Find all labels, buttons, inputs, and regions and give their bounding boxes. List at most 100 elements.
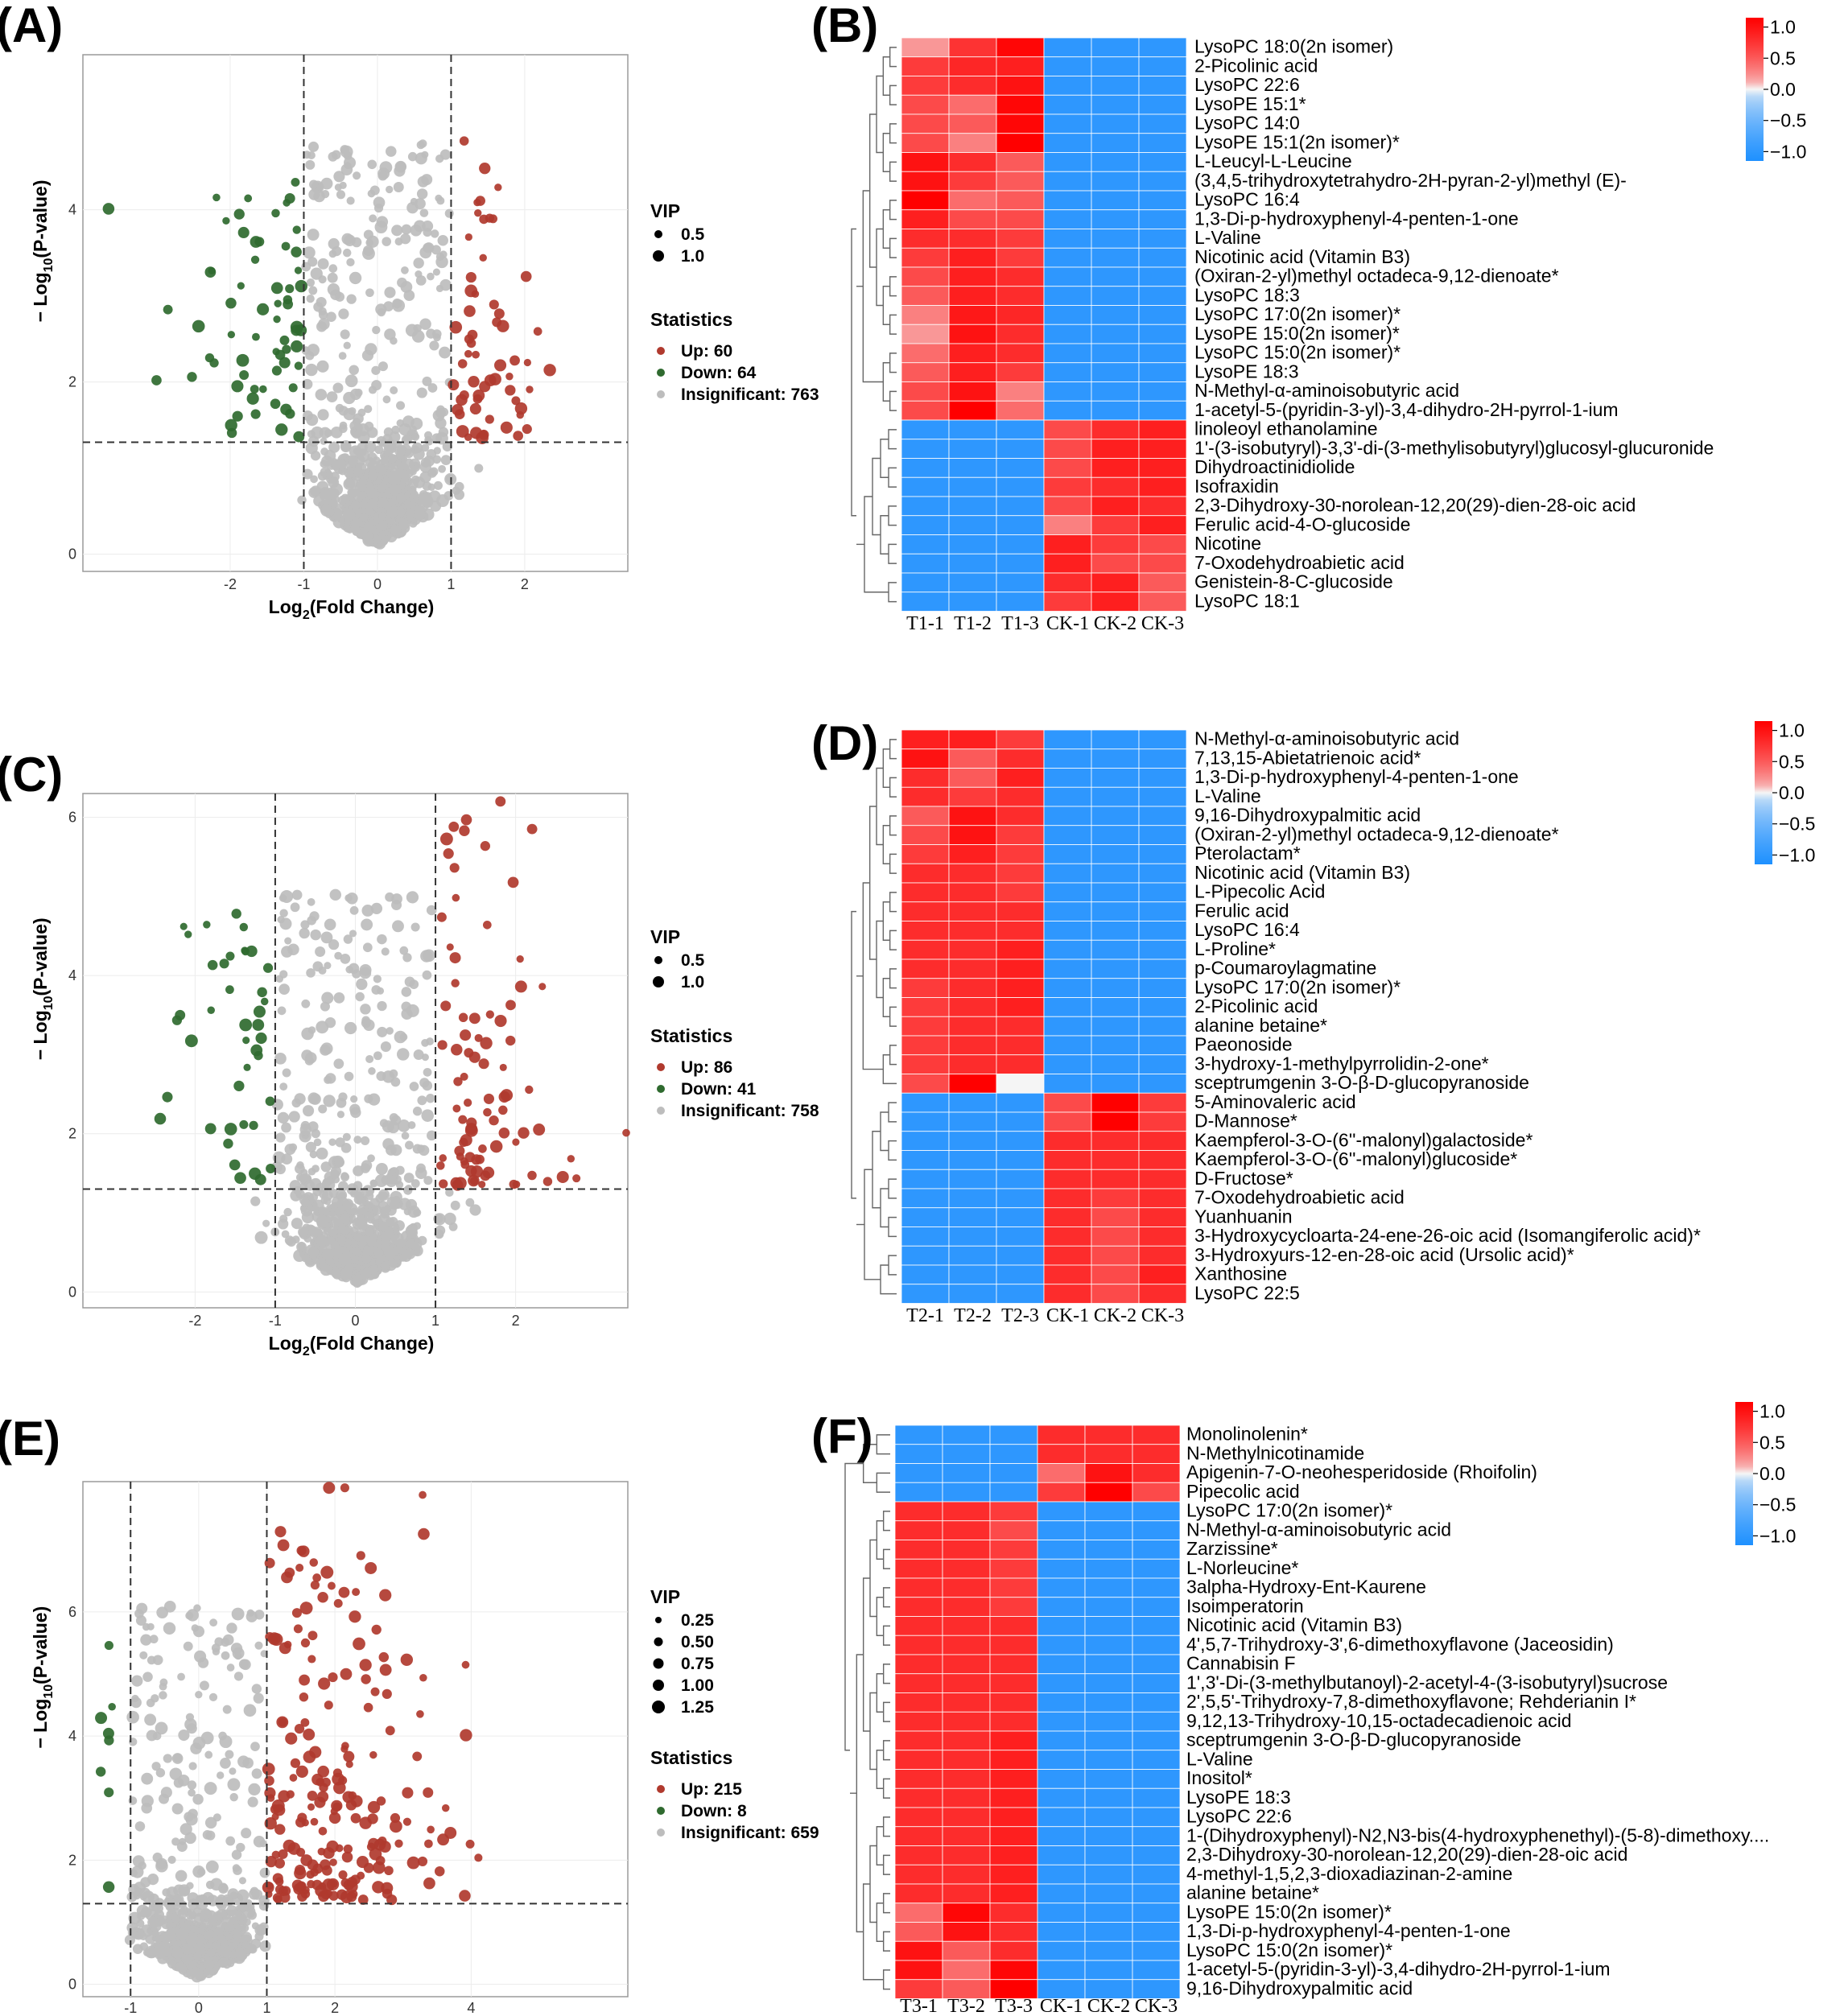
point-insignificant: [141, 1795, 154, 1808]
stat-legend-dot-down: [657, 1807, 665, 1815]
point-insignificant: [208, 1692, 218, 1701]
point-insignificant: [144, 1713, 157, 1726]
point-up: [295, 1765, 308, 1779]
heatmap-cell: [948, 592, 997, 612]
point-insignificant: [373, 1051, 382, 1061]
row-label: Yuanhuanin: [1194, 1206, 1293, 1227]
x-tick-label: -1: [269, 1313, 282, 1329]
point-insignificant: [421, 443, 430, 452]
point-up: [489, 299, 499, 310]
dendrogram-branch: [888, 1255, 897, 1276]
point-insignificant: [324, 1016, 336, 1029]
point-insignificant: [305, 363, 318, 377]
point-down: [95, 1767, 106, 1777]
point-insignificant: [429, 340, 439, 351]
heatmap-cell: [1084, 1960, 1133, 1981]
x-axis-title: Log2(Fold Change): [269, 596, 435, 622]
point-insignificant: [385, 185, 394, 194]
heatmap-cell: [989, 1750, 1038, 1770]
dendrogram-branch: [876, 1520, 884, 1560]
point-down: [231, 380, 244, 393]
point-insignificant: [327, 283, 340, 296]
heatmap-cell: [1138, 806, 1187, 827]
point-insignificant: [185, 1908, 196, 1919]
heatmap-cell: [996, 1227, 1045, 1247]
dendrogram-branch: [869, 1539, 877, 1618]
heatmap-cell: [1091, 458, 1140, 478]
panel-label: (E): [0, 1412, 60, 1466]
heatmap-cell: [989, 1845, 1038, 1866]
column-label: T3-1: [900, 1996, 938, 2016]
point-insignificant: [377, 934, 387, 945]
vip-legend-dot: [652, 1701, 665, 1713]
point-insignificant: [338, 308, 349, 320]
heatmap-cell: [989, 1711, 1038, 1732]
stat-legend-dot-up: [657, 1785, 665, 1793]
point-insignificant: [302, 378, 313, 390]
point-insignificant: [325, 471, 333, 479]
heatmap-cell: [989, 1482, 1038, 1503]
heatmap-cell: [948, 1169, 997, 1189]
point-insignificant: [300, 1198, 311, 1207]
point-insignificant: [410, 225, 423, 237]
x-axis-title: Log2(Fold Change): [269, 2014, 435, 2016]
stat-legend-down: Down: 8: [681, 1802, 747, 1820]
point-up: [264, 1787, 276, 1799]
point-insignificant: [375, 1162, 388, 1175]
heatmap-cell: [901, 844, 950, 864]
point-insignificant: [394, 445, 406, 456]
point-insignificant: [204, 1750, 213, 1759]
point-down: [179, 922, 188, 930]
point-down: [224, 1123, 237, 1136]
heatmap-cell: [894, 1635, 943, 1655]
dendrogram-branch: [868, 113, 877, 268]
dendrogram-branch: [876, 767, 884, 846]
point-up: [278, 1717, 287, 1727]
point-insignificant: [226, 1905, 237, 1916]
point-insignificant: [302, 468, 313, 480]
heatmap-cell: [1043, 1284, 1092, 1304]
point-up: [299, 1602, 313, 1615]
point-insignificant: [306, 278, 316, 287]
column-label: CK-1: [1040, 1996, 1083, 2016]
heatmap-cell: [901, 768, 950, 788]
point-insignificant: [422, 376, 432, 386]
point-up: [324, 1701, 333, 1710]
point-insignificant: [402, 953, 412, 963]
heatmap-cell: [1084, 1501, 1133, 1522]
point-insignificant: [330, 483, 344, 496]
point-up: [572, 1174, 581, 1183]
heatmap-cell: [1037, 1692, 1086, 1713]
point-up: [300, 1717, 310, 1727]
point-up: [299, 1692, 309, 1702]
point-up: [318, 1890, 329, 1903]
point-insignificant: [307, 1247, 320, 1258]
heatmap-cell: [948, 247, 997, 268]
point-insignificant: [368, 472, 377, 481]
heatmap-cell: [1043, 1169, 1092, 1189]
point-insignificant: [362, 1185, 374, 1197]
point-insignificant: [188, 1762, 197, 1771]
point-up: [394, 1839, 403, 1848]
heatmap-cell: [1091, 1188, 1140, 1209]
point-up: [525, 1085, 534, 1095]
heatmap-cell: [901, 921, 950, 941]
x-tick-label: 1: [431, 1313, 439, 1329]
row-label: LysoPE 18:3: [1194, 361, 1299, 381]
heatmap-cell: [948, 1111, 997, 1132]
heatmap-cell: [948, 882, 997, 903]
row-label: Isofraxidin: [1194, 476, 1279, 497]
point-insignificant: [333, 1058, 344, 1070]
heatmap-cell: [1043, 515, 1092, 535]
heatmap-cell: [901, 76, 950, 96]
row-label: Zarzissine*: [1186, 1538, 1278, 1559]
point-insignificant: [309, 1150, 318, 1159]
point-up: [485, 414, 494, 424]
point-insignificant: [290, 1189, 302, 1202]
point-down: [242, 1037, 250, 1045]
point-up: [464, 233, 472, 241]
x-tick-label: 1: [447, 576, 455, 592]
point-insignificant: [355, 992, 365, 1002]
heatmap-cell: [1132, 1730, 1181, 1751]
point-insignificant: [370, 902, 383, 915]
